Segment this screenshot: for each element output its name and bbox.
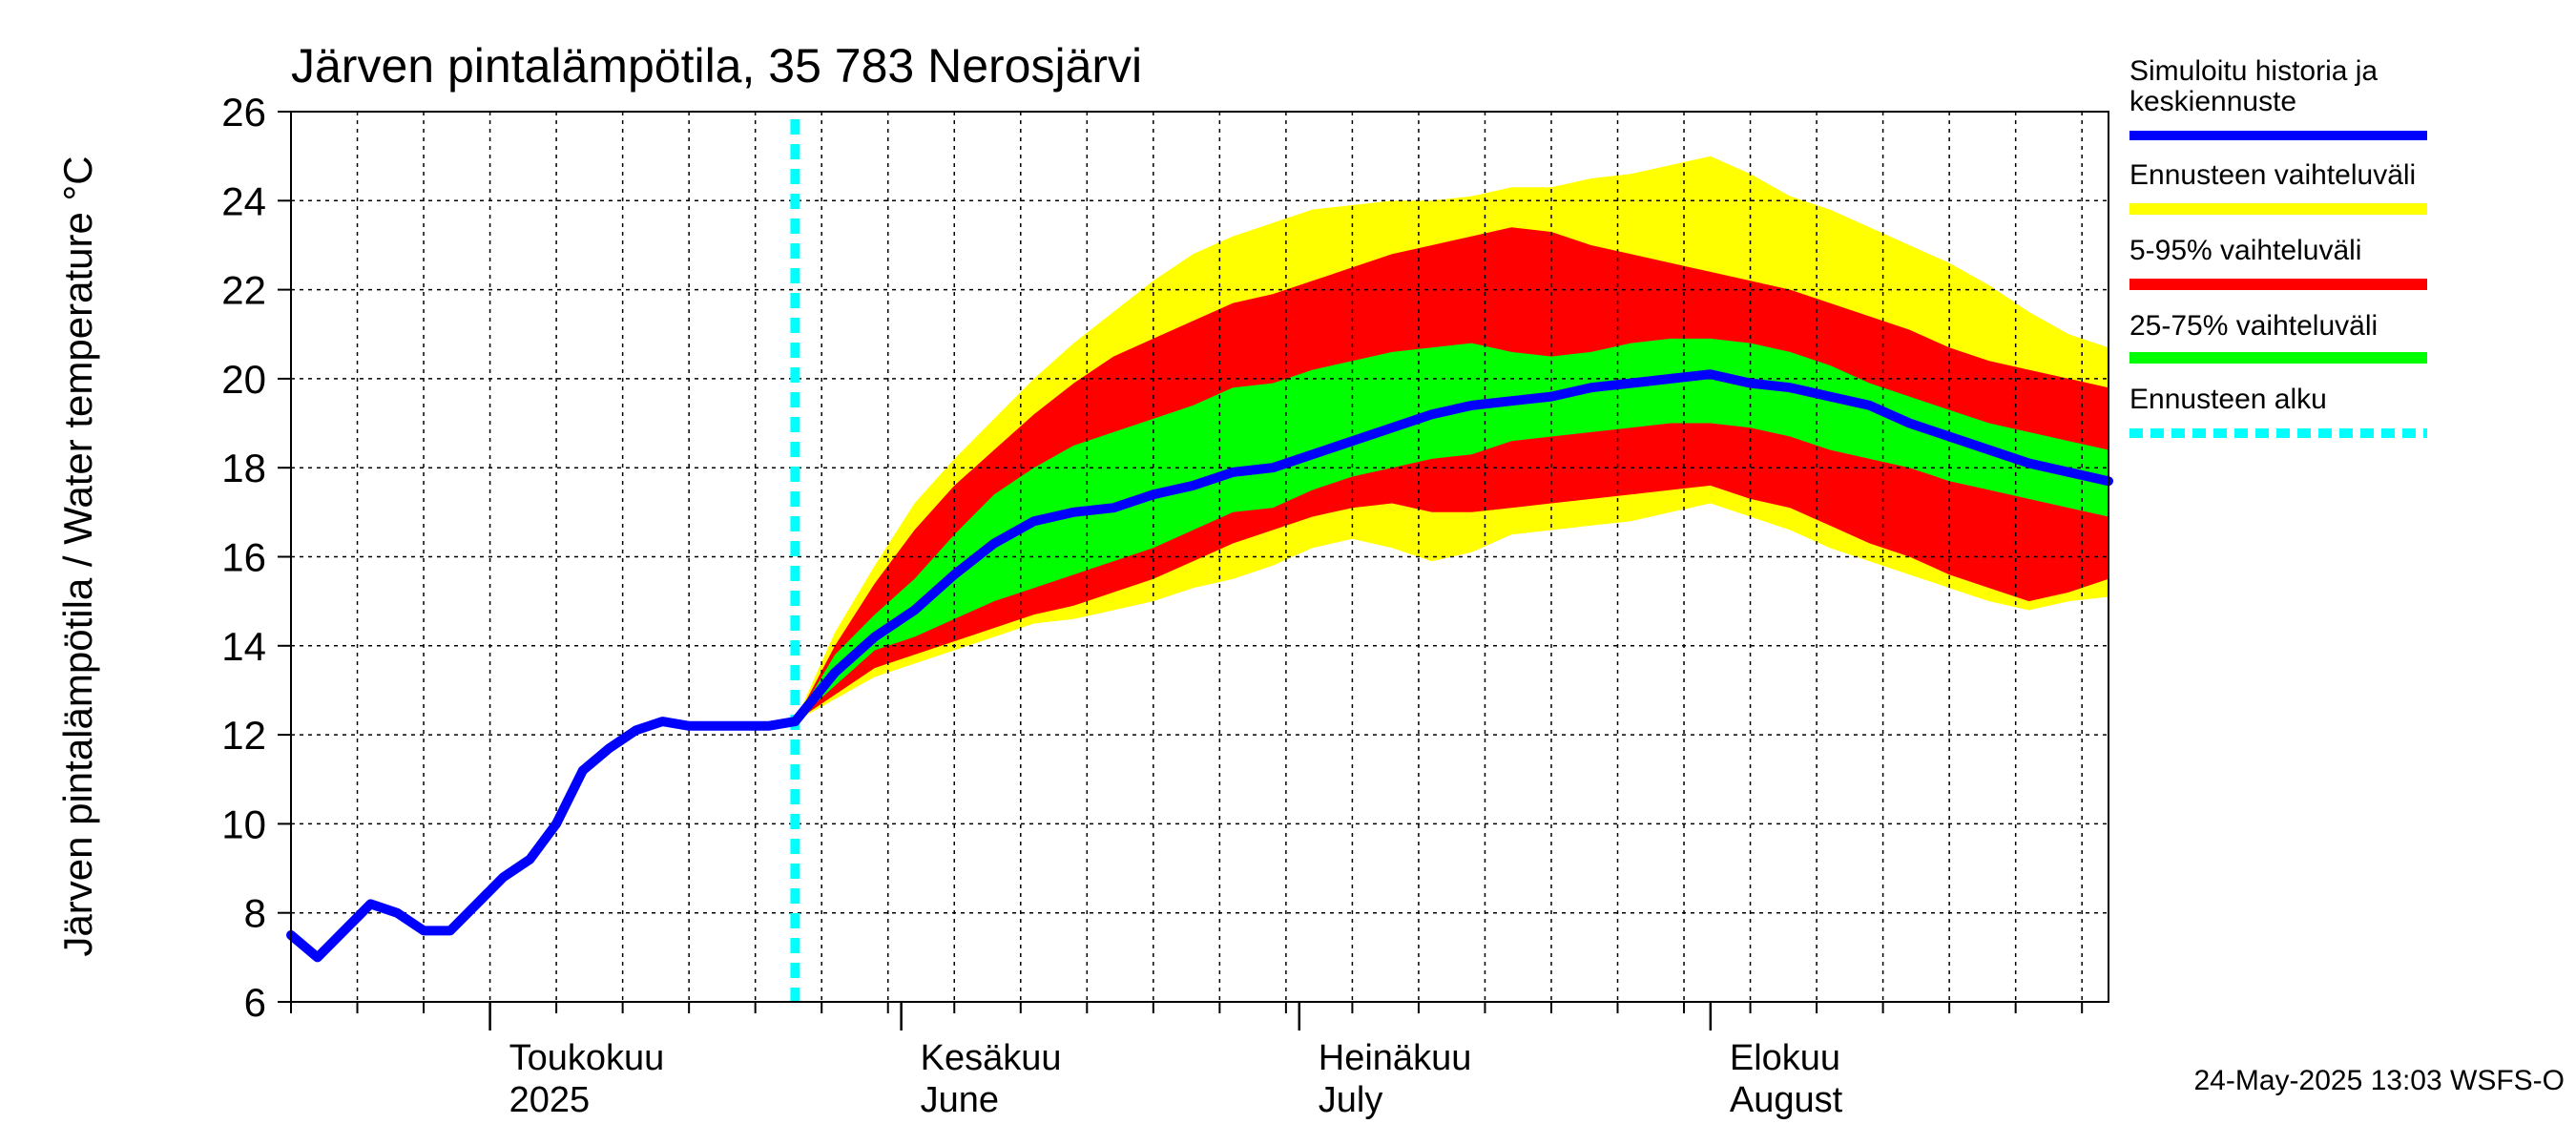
x-month-label: Kesäkuu: [921, 1038, 1062, 1078]
legend-label-cont: keskiennuste: [2129, 86, 2296, 117]
y-tick-label: 10: [221, 802, 266, 846]
y-tick-label: 18: [221, 446, 266, 490]
x-month-sublabel: August: [1730, 1080, 1843, 1120]
y-tick-label: 8: [244, 891, 266, 936]
y-axis: 6 8 10 12 14 16 18 20 22 24 26: [221, 90, 291, 1025]
p25-75-band: [795, 338, 2109, 722]
legend-label: 5-95% vaihteluväli: [2129, 235, 2361, 266]
y-tick-label: 16: [221, 535, 266, 580]
footer-timestamp: 24-May-2025 13:03 WSFS-O: [2194, 1065, 2566, 1096]
y-tick-label: 26: [221, 90, 266, 135]
y-tick-label: 12: [221, 713, 266, 758]
y-tick-label: 24: [221, 178, 266, 223]
y-tick-label: 6: [244, 980, 266, 1025]
plot-area: [286, 111, 2113, 1003]
x-month-sublabel: 2025: [509, 1080, 591, 1120]
x-month-sublabel: June: [921, 1080, 999, 1120]
x-month-label: Heinäkuu: [1319, 1038, 1472, 1078]
y-tick-label: 14: [221, 624, 266, 669]
legend-label: Ennusteen vaihteluväli: [2129, 159, 2416, 191]
x-month-sublabel: July: [1319, 1080, 1383, 1120]
y-tick-label: 20: [221, 357, 266, 402]
forecast-median-line: [790, 369, 2113, 727]
y-axis-label: Järven pintalämpötila / Water temperatur…: [55, 156, 100, 956]
x-month-label: Toukokuu: [509, 1038, 665, 1078]
y-tick-label: 22: [221, 268, 266, 313]
x-month-label: Elokuu: [1730, 1038, 1840, 1078]
legend-label: Ennusteen alku: [2129, 384, 2327, 415]
history-median-line: [286, 717, 800, 963]
chart-title: Järven pintalämpötila, 35 783 Nerosjärvi: [291, 39, 1142, 93]
legend-label: Simuloitu historia ja: [2129, 55, 2378, 87]
legend-label: 25-75% vaihteluväli: [2129, 310, 2378, 342]
